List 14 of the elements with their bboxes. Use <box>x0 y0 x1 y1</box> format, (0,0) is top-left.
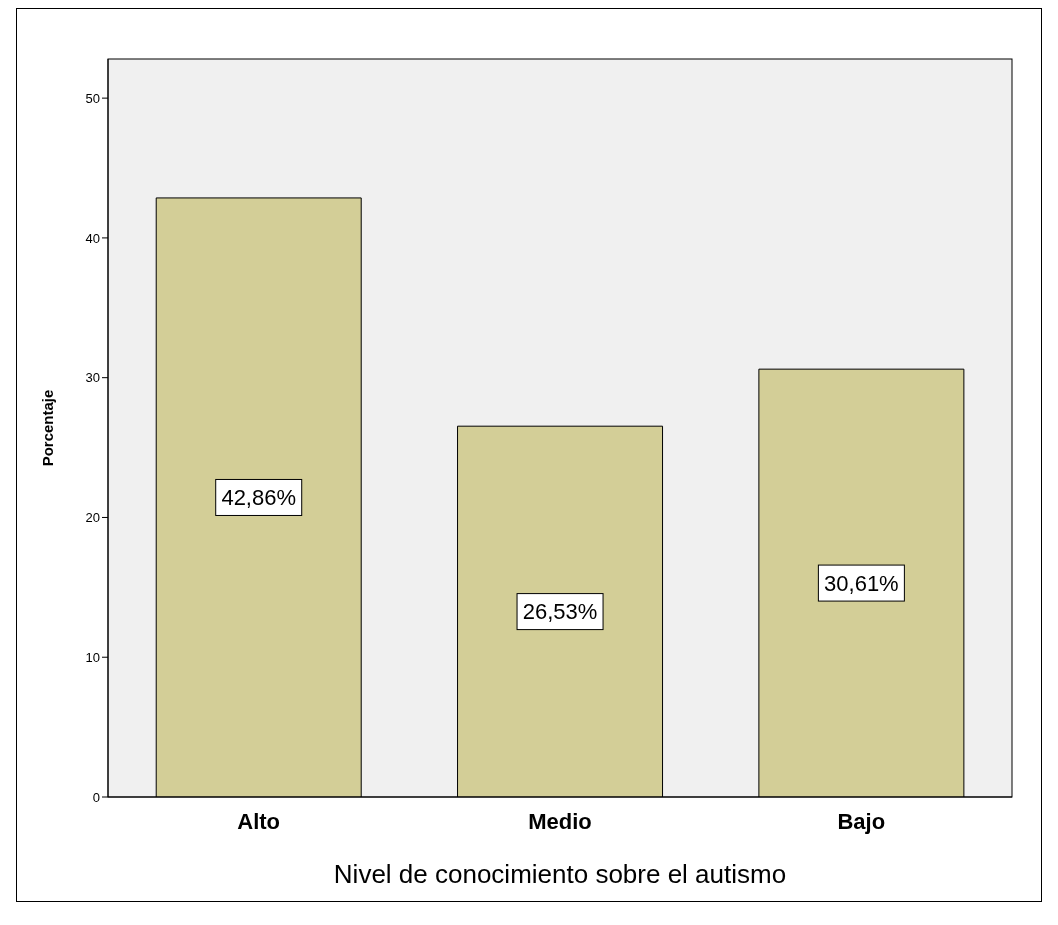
data-label: 30,61% <box>824 570 899 596</box>
x-tick-label: Bajo <box>837 808 886 834</box>
data-label: 42,86% <box>221 484 297 510</box>
data-label: 26,53% <box>522 599 598 625</box>
y-tick-label: 40 <box>85 230 100 246</box>
y-tick-label: 20 <box>85 510 100 526</box>
x-tick-label: Alto <box>237 808 281 834</box>
y-tick-label: 0 <box>92 789 100 805</box>
y-tick-label: 50 <box>85 90 100 106</box>
y-axis-title: Porcentaje <box>39 389 57 467</box>
x-axis-title: Nivel de conocimiento sobre el autismo <box>333 859 787 889</box>
x-tick-label: Medio <box>528 808 592 834</box>
y-tick-label: 30 <box>85 370 100 386</box>
y-tick-label: 10 <box>85 649 100 665</box>
